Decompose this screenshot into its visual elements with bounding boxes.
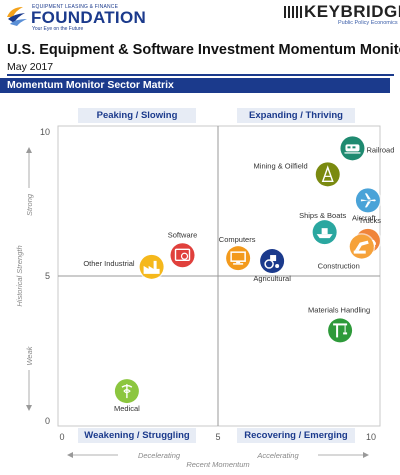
x-tick-5: 5	[215, 432, 220, 442]
sector-point-agricultural: Agricultural	[253, 247, 291, 283]
sector-points: Railroad Mining & Oilfield Aircraft Ships &…	[83, 134, 394, 413]
point-label: Software	[168, 230, 198, 239]
point-marker	[139, 254, 164, 279]
point-label: Materials Handling	[308, 305, 370, 314]
quadrant-label-weakening: Weakening / Struggling	[78, 428, 196, 443]
sector-point-materials-handling: Materials Handling	[308, 305, 370, 344]
y-direction-strong: Strong	[25, 193, 34, 216]
sector-point-software: Software	[168, 230, 198, 269]
quadrant-label-recovering: Recovering / Emerging	[237, 428, 355, 443]
point-marker	[349, 234, 374, 259]
sector-point-construction: Construction	[318, 233, 376, 271]
software-icon	[174, 248, 191, 261]
sector-point-computers: Computers	[219, 235, 256, 272]
foundation-logo-mark	[7, 7, 27, 26]
point-label: Trucks	[359, 216, 381, 225]
y-arrow-up-head	[26, 147, 32, 153]
computer-icon	[230, 251, 246, 265]
sector-point-ships-boats: Ships & Boats	[299, 211, 346, 246]
point-label: Mining & Oilfield	[254, 161, 308, 170]
x-arrow-right-head	[363, 452, 369, 458]
point-marker	[170, 243, 195, 268]
y-direction-weak: Weak	[25, 345, 34, 365]
x-axis-label: Recent Momentum	[186, 460, 249, 469]
y-tick-5: 5	[45, 271, 50, 281]
x-direction-decelerating: Decelerating	[138, 451, 181, 460]
point-label: Computers	[219, 235, 256, 244]
crane-icon	[333, 323, 348, 338]
sector-point-medical: Medical	[113, 377, 141, 413]
construction-icon	[353, 240, 369, 254]
airplane-icon	[360, 193, 376, 208]
section-bar	[0, 78, 390, 93]
sector-point-other-industrial: Other Industrial	[83, 253, 166, 281]
point-label: Ships & Boats	[299, 211, 346, 220]
x-tick-0: 0	[59, 432, 64, 442]
quadrant-label-peaking: Peaking / Slowing	[78, 108, 196, 123]
y-axis-label: Historical Strength	[15, 245, 24, 306]
oil-derrick-icon	[321, 165, 334, 183]
x-arrow-left-head	[67, 452, 73, 458]
foundation-logo-name: FOUNDATION	[31, 8, 147, 27]
x-tick-10: 10	[366, 432, 376, 442]
point-label: Aircraft	[352, 213, 377, 222]
sector-point-railroad: Railroad	[338, 134, 394, 162]
keybridge-logo-mark	[284, 6, 302, 18]
x-direction-accelerating: Accelerating	[256, 451, 299, 460]
point-label: Railroad	[366, 145, 394, 154]
sector-point-mining-oilfield: Mining & Oilfield	[254, 160, 342, 188]
point-label: Agricultural	[253, 274, 291, 283]
point-label: Construction	[318, 262, 360, 271]
caduceus-icon	[121, 384, 133, 399]
factory-icon	[143, 260, 160, 274]
keybridge-logo-sub: Public Policy Economics	[338, 20, 398, 26]
y-tick-0: 0	[45, 416, 50, 426]
y-arrow-down-head	[26, 405, 32, 411]
keybridge-logo-name: KEYBRIDGE	[304, 2, 400, 21]
quadrant-label-expanding: Expanding / Thriving	[237, 108, 355, 123]
foundation-logo-small-text: EQUIPMENT LEASING & FINANCE	[32, 4, 119, 10]
tractor-icon	[264, 255, 280, 269]
y-tick-10: 10	[40, 127, 50, 137]
page-date: May 2017	[7, 61, 54, 73]
sector-point-aircraft: Aircraft	[352, 186, 382, 222]
page-title: U.S. Equipment & Software Investment Mom…	[7, 42, 400, 58]
point-marker	[315, 162, 340, 187]
section-title: Momentum Monitor Sector Matrix	[7, 79, 174, 91]
train-icon	[344, 144, 361, 154]
point-label: Other Industrial	[83, 259, 135, 268]
point-marker	[328, 318, 353, 343]
point-label: Medical	[114, 404, 140, 413]
foundation-logo-tagline: Your Eye on the Future	[32, 26, 84, 32]
ship-icon	[316, 228, 333, 239]
point-marker	[226, 246, 251, 271]
title-rule	[7, 74, 394, 76]
